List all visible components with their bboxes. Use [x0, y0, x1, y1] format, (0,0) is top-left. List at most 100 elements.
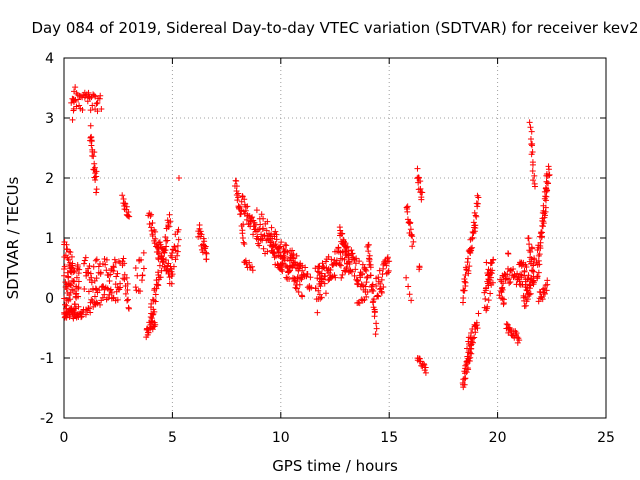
data-point	[239, 193, 246, 200]
data-point	[349, 250, 356, 257]
data-point	[416, 266, 423, 273]
data-point	[170, 263, 177, 270]
data-point	[545, 180, 552, 187]
data-point	[342, 240, 349, 247]
data-point	[81, 285, 88, 292]
data-point	[197, 228, 204, 235]
data-point	[470, 219, 477, 226]
data-point	[106, 291, 113, 298]
data-point	[203, 250, 210, 257]
data-point	[264, 248, 271, 255]
data-point	[121, 260, 128, 267]
data-point	[114, 270, 121, 277]
data-point	[72, 84, 79, 91]
data-point	[295, 289, 302, 296]
data-point	[314, 309, 321, 316]
data-point	[65, 256, 72, 263]
data-point	[158, 267, 165, 274]
data-point	[474, 200, 481, 207]
data-point	[525, 272, 532, 279]
data-point	[505, 250, 512, 257]
data-point	[499, 286, 506, 293]
data-point	[385, 267, 392, 274]
data-point	[469, 234, 476, 241]
chart-title: Day 084 of 2019, Sidereal Day-to-day VTE…	[31, 19, 638, 37]
data-point	[94, 99, 101, 106]
data-point	[359, 271, 366, 278]
data-point	[268, 224, 275, 231]
data-point	[544, 277, 551, 284]
data-point	[322, 290, 329, 297]
data-point	[69, 260, 76, 267]
data-point	[67, 249, 74, 256]
data-point	[241, 210, 248, 217]
data-point	[373, 325, 380, 332]
data-point	[272, 261, 279, 268]
data-point	[406, 291, 413, 298]
data-point	[260, 245, 267, 252]
data-point	[84, 269, 91, 276]
data-point	[283, 242, 290, 249]
y-tick-label: 4	[45, 51, 54, 67]
data-point	[461, 287, 468, 294]
data-point	[63, 241, 70, 248]
data-point	[233, 178, 240, 185]
data-point	[68, 264, 75, 271]
data-point	[124, 280, 131, 287]
data-point	[318, 294, 325, 301]
data-point	[536, 261, 543, 268]
data-point	[534, 273, 541, 280]
data-point	[124, 296, 131, 303]
data-point	[86, 262, 93, 269]
data-point	[482, 295, 489, 302]
data-point	[380, 261, 387, 268]
y-tick-label: -2	[40, 411, 54, 427]
data-point	[98, 105, 105, 112]
data-point	[408, 232, 415, 239]
data-point	[384, 254, 391, 261]
data-point	[92, 177, 99, 184]
data-point	[379, 271, 386, 278]
data-point	[348, 247, 355, 254]
data-point	[522, 302, 529, 309]
data-point	[91, 293, 98, 300]
data-point	[365, 241, 372, 248]
data-point	[90, 263, 97, 270]
data-point	[161, 249, 168, 256]
data-point	[529, 148, 536, 155]
data-point	[531, 183, 538, 190]
data-point	[123, 274, 130, 281]
data-point	[422, 364, 429, 371]
data-point	[241, 241, 248, 248]
data-point	[363, 293, 370, 300]
data-point	[383, 262, 390, 269]
data-point	[114, 296, 121, 303]
data-point	[149, 311, 156, 318]
data-point	[103, 267, 110, 274]
data-point	[78, 313, 85, 320]
data-point	[175, 236, 182, 243]
data-point	[70, 268, 77, 275]
data-point	[484, 303, 491, 310]
data-point	[527, 290, 534, 297]
data-point	[512, 273, 519, 280]
data-point	[175, 226, 182, 233]
x-tick-label: 0	[60, 430, 69, 446]
data-point	[166, 211, 173, 218]
data-point	[535, 298, 542, 305]
data-point	[514, 270, 521, 277]
data-point	[254, 227, 261, 234]
data-point	[151, 308, 158, 315]
data-point	[132, 264, 139, 271]
data-point	[99, 294, 106, 301]
data-point	[84, 98, 91, 105]
grid-lines	[64, 58, 606, 418]
data-point	[280, 261, 287, 268]
data-point	[319, 260, 326, 267]
data-point	[91, 149, 98, 156]
data-point	[277, 243, 284, 250]
data-point	[76, 266, 83, 273]
data-point	[541, 195, 548, 202]
data-point	[535, 257, 542, 264]
data-point	[125, 305, 132, 312]
